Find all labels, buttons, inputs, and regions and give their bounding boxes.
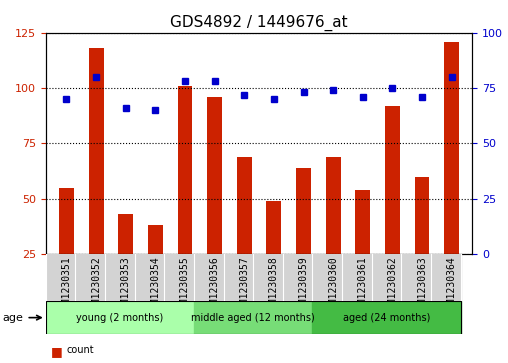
Text: GSM1230353: GSM1230353 <box>121 257 131 315</box>
Text: GSM1230359: GSM1230359 <box>299 257 308 315</box>
Text: GSM1230358: GSM1230358 <box>269 257 279 315</box>
Text: GSM1230354: GSM1230354 <box>150 257 161 315</box>
Text: GSM1230362: GSM1230362 <box>388 257 397 315</box>
Bar <box>267 201 281 309</box>
Text: GSM1230356: GSM1230356 <box>210 257 219 315</box>
Bar <box>356 190 370 309</box>
Bar <box>237 157 251 309</box>
Bar <box>194 301 312 334</box>
Text: GSM1230360: GSM1230360 <box>328 257 338 315</box>
Text: GSM1230364: GSM1230364 <box>447 257 457 315</box>
Text: ■: ■ <box>51 345 62 358</box>
Bar <box>178 86 193 309</box>
Text: GSM1230355: GSM1230355 <box>180 257 190 315</box>
Title: GDS4892 / 1449676_at: GDS4892 / 1449676_at <box>170 15 348 31</box>
Bar <box>444 41 459 309</box>
Text: aged (24 months): aged (24 months) <box>343 313 430 323</box>
Bar <box>207 97 222 309</box>
Bar <box>59 188 74 309</box>
Bar <box>326 157 340 309</box>
Text: GSM1230361: GSM1230361 <box>358 257 368 315</box>
Bar <box>296 168 311 309</box>
Text: GSM1230357: GSM1230357 <box>239 257 249 315</box>
Text: middle aged (12 months): middle aged (12 months) <box>192 313 315 323</box>
Bar <box>148 225 163 309</box>
Bar <box>46 301 194 334</box>
Text: GSM1230352: GSM1230352 <box>91 257 101 315</box>
Text: age: age <box>3 313 41 323</box>
Text: GSM1230363: GSM1230363 <box>417 257 427 315</box>
Bar <box>415 177 429 309</box>
Text: young (2 months): young (2 months) <box>76 313 164 323</box>
Bar <box>312 301 461 334</box>
Bar <box>89 48 104 309</box>
Text: GSM1230351: GSM1230351 <box>61 257 72 315</box>
Text: count: count <box>66 345 93 355</box>
Bar <box>118 214 133 309</box>
Bar <box>385 106 400 309</box>
